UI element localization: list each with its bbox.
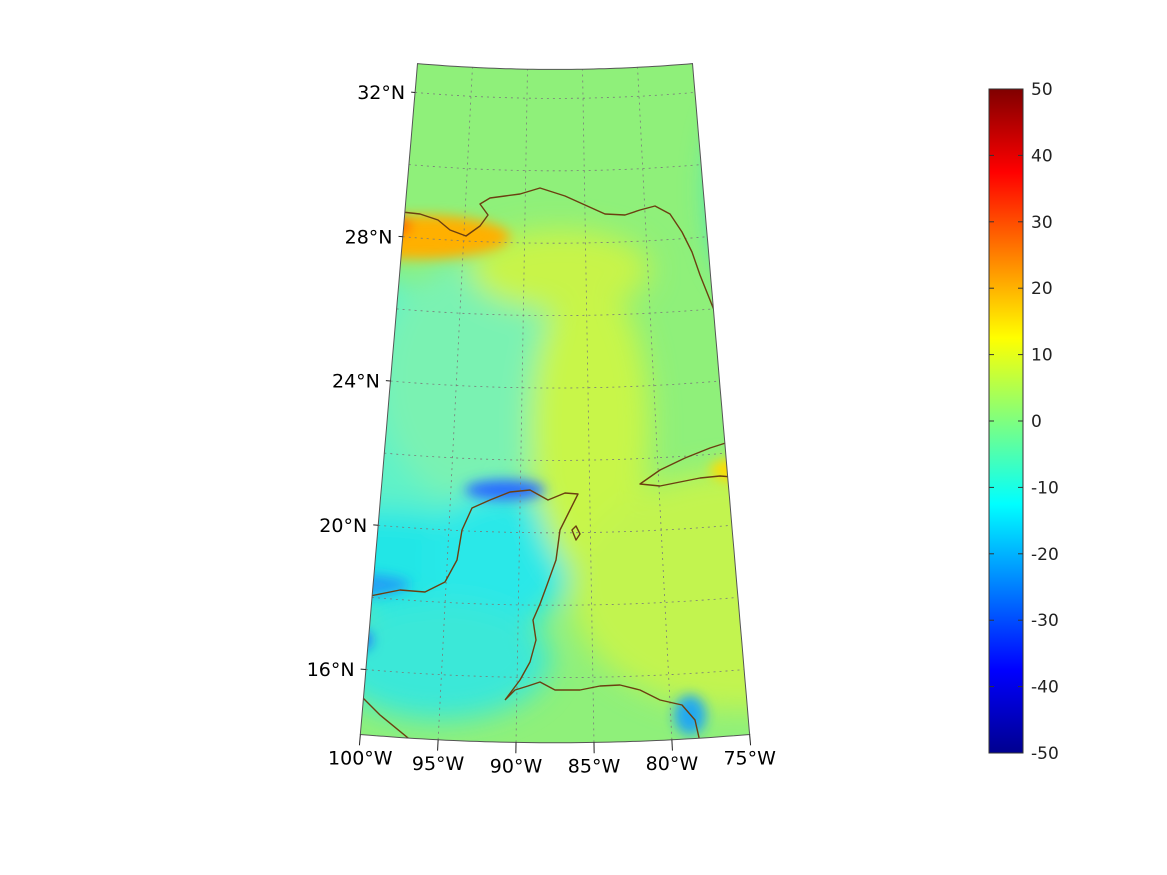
lat-label: 16°N <box>307 659 355 681</box>
lon-tick-4 <box>671 739 673 751</box>
coastline-jamaica <box>850 588 918 608</box>
field-caribbean-warm <box>570 470 750 710</box>
parallel-26 <box>396 308 714 316</box>
lon-label: 100°W <box>328 748 393 770</box>
colorbar-scale <box>988 88 1024 754</box>
lon-tick-5 <box>749 734 752 746</box>
colorbar-tick-label: -50 <box>1031 744 1059 764</box>
coastline-gulf-mainland <box>360 107 750 743</box>
colorbar-tick-label: -10 <box>1031 478 1059 498</box>
coastline-hispaniola <box>868 484 945 540</box>
colorbar-tick-label: -40 <box>1031 678 1059 698</box>
anomaly-field <box>140 63 930 743</box>
colorbar-tick-label: 50 <box>1031 80 1053 100</box>
meridian-80 <box>637 67 673 740</box>
field-jamaica-warm <box>790 570 930 650</box>
field-cuba-warm <box>710 458 750 482</box>
parallel-24 <box>390 380 720 389</box>
lon-label: 90°W <box>490 755 543 777</box>
colorbar-tick-label: 20 <box>1031 279 1053 299</box>
lon-label: 95°W <box>412 753 465 775</box>
lat-label: 24°N <box>332 371 380 393</box>
lon-label: 85°W <box>568 755 621 777</box>
coastline-bahamas-andros <box>835 360 862 412</box>
lat-label: 20°N <box>319 515 367 537</box>
lon-tick-0 <box>358 734 361 746</box>
field-florida-east <box>710 100 750 280</box>
field-guatemala <box>360 600 550 720</box>
parallel-20 <box>378 524 732 534</box>
coastline-lake-okeechobee <box>752 300 764 316</box>
meridian-85 <box>582 69 595 743</box>
parallel-30 <box>408 164 702 172</box>
lat-label: 28°N <box>345 226 393 248</box>
latitude-labels: 32°N 28°N 24°N 20°N 16°N <box>307 82 405 681</box>
lon-tick-1 <box>437 739 439 751</box>
colorbar: 50 40 30 20 10 0 -10 -20 -30 -40 -50 <box>988 80 1059 764</box>
colorbar-tick-label: 0 <box>1031 412 1042 432</box>
lat-label: 32°N <box>357 82 405 104</box>
field-atlantic-warm <box>780 90 920 310</box>
lon-label: 80°W <box>646 753 699 775</box>
graticule <box>365 67 745 743</box>
field-yucatan-cold <box>465 480 545 500</box>
meridian-90 <box>515 69 528 743</box>
colorbar-ticks: 50 40 30 20 10 0 -10 -20 -30 -40 -50 <box>989 80 1059 764</box>
field-north-gulf-warm <box>470 230 650 310</box>
field-southwest-warm <box>140 650 260 730</box>
field-gulf-central <box>380 260 560 500</box>
field-central-gulf-warm <box>530 280 650 580</box>
longitude-labels: 100°W 95°W 90°W 85°W 80°W 75°W <box>328 748 776 778</box>
field-campeche-cold <box>360 573 410 597</box>
parallel-18 <box>371 597 739 606</box>
colorbar-tick-label: 40 <box>1031 146 1053 166</box>
coastline-cozumel <box>571 525 581 541</box>
colorbar-tick-label: -30 <box>1031 611 1059 631</box>
colorbar-tick-label: 30 <box>1031 213 1053 233</box>
lon-label: 75°W <box>723 748 776 770</box>
meridian-95 <box>437 67 473 740</box>
colorbar-tick-label: 10 <box>1031 346 1053 366</box>
frame-border <box>358 91 752 754</box>
field-haiti-cold <box>870 481 894 495</box>
colorbar-tick-label: -20 <box>1031 545 1059 565</box>
coastline-bahamas-islands <box>815 312 935 430</box>
